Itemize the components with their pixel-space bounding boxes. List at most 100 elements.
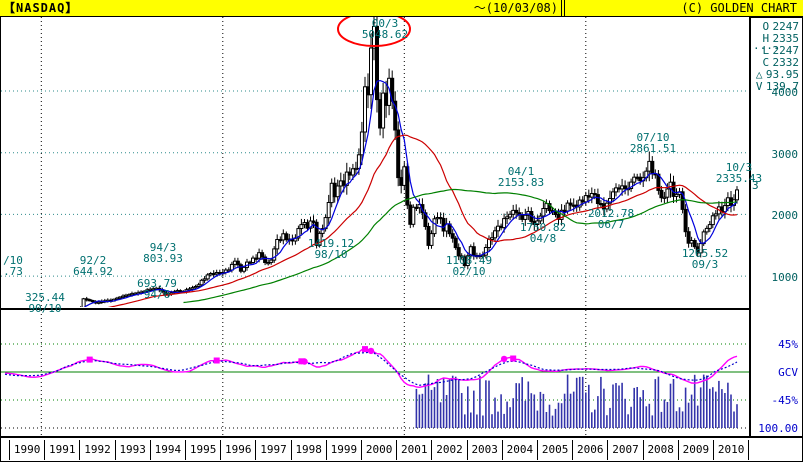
annotation-low-1994: 693.79 94/6 xyxy=(126,278,188,300)
annotation-low-2006: 2012.78 06/7 xyxy=(580,208,642,230)
annotation-value: 1750.82 xyxy=(519,221,567,234)
quote-value: 93.95 xyxy=(765,68,799,81)
quote-row-O: O 2247 xyxy=(763,21,800,32)
annotation-date: 10/3 xyxy=(725,161,753,174)
annotation-value: 803.93 xyxy=(143,252,183,265)
year-cell-2006: 2006 xyxy=(573,440,609,460)
annotation-high-2004: 04/1 2153.83 xyxy=(490,166,552,188)
indicator-chart-panel[interactable] xyxy=(0,309,750,437)
annotation-low-1990: 325.44 90/10 xyxy=(14,292,76,314)
price-plot xyxy=(1,17,749,307)
indicator-tick-GCV: GCV xyxy=(778,366,798,379)
symbol-label: 【NASDAQ】 xyxy=(3,1,79,15)
annotation-value: 693.79 xyxy=(137,277,177,290)
year-cell-1994: 1994 xyxy=(151,440,186,460)
year-cell-1990: 1990 xyxy=(10,440,46,460)
year-cell-1992: 1992 xyxy=(80,440,116,460)
vendor-label: (C) GOLDEN CHART xyxy=(681,1,797,15)
annotation-date: 94/3 xyxy=(149,241,177,254)
annotation-last-2010: 10/3 2335.43 xyxy=(708,162,770,184)
annotation-date: 00/3 xyxy=(371,17,399,30)
quote-row-L: L 2247 xyxy=(763,45,800,56)
indicator-tick--45pct: -45% xyxy=(771,394,799,407)
title-bar: 【NASDAQ】 ～(10/03/08) (C) GOLDEN CHART xyxy=(0,0,803,17)
quote-value: 2247 xyxy=(772,44,800,57)
year-cell-2003: 2003 xyxy=(468,440,503,460)
annotation-low-2002: 1108.49 02/10 xyxy=(438,255,500,277)
year-cell-1991: 1991 xyxy=(45,440,81,460)
price-tick-1000: 1000 xyxy=(771,271,799,285)
indicator-tick-45pct: 45% xyxy=(778,338,798,351)
annotation-peak-2000: 00/3 5048.62 xyxy=(346,18,424,40)
annotation-low-2004: 1750.82 04/8 xyxy=(512,222,574,244)
annotation-value: 2153.83 xyxy=(497,176,545,189)
year-cell-trailing xyxy=(749,440,803,460)
quote-key: L xyxy=(762,44,770,57)
annotation-high-1992: 92/2 644.92 xyxy=(62,255,124,277)
annotation-date: 06/7 xyxy=(597,218,625,231)
quote-value: 2247 xyxy=(772,20,800,33)
annotation-date: 09/3 xyxy=(691,258,719,271)
year-cell-2009: 2009 xyxy=(679,440,714,460)
quote-key: V xyxy=(755,80,763,93)
quote-value: 2335 xyxy=(772,32,800,45)
annotation-value: 325.44 xyxy=(25,291,65,304)
price-chart-panel[interactable] xyxy=(0,17,750,309)
annotation-date: 07/10 xyxy=(636,131,670,144)
titlebar-divider xyxy=(561,0,565,16)
quote-key: △ xyxy=(755,68,763,81)
annotation-value: 1419.12 xyxy=(307,237,355,250)
annotation-date: 04/1 xyxy=(507,165,535,178)
x-axis-panel xyxy=(0,437,803,462)
annotation-low-1989: /10.73 xyxy=(0,255,28,277)
panel-dots: .... xyxy=(753,39,780,52)
annotation-date: 04/8 xyxy=(529,232,557,245)
price-tick-2000: 2000 xyxy=(771,209,799,223)
year-cell-2008: 2008 xyxy=(644,440,679,460)
quote-value: 2332 xyxy=(772,56,800,69)
annotation-date: 98/10 xyxy=(314,248,348,261)
quote-key: O xyxy=(762,20,770,33)
year-label-row: 1990 1991 1992 1993 1994 1995 1996 1997 1998 1999… xyxy=(0,438,803,462)
year-cell-1997: 1997 xyxy=(256,440,292,460)
year-cell-1998: 1998 xyxy=(292,440,327,460)
annotation-date: 94/6 xyxy=(143,288,171,301)
annotation-value: 2335.43 xyxy=(715,172,763,185)
annotation-date: 90/10 xyxy=(28,302,62,315)
annotation-low-2009: 1265.52 09/3 xyxy=(674,248,736,270)
indicator-plot xyxy=(1,310,749,436)
year-cell-2005: 2005 xyxy=(538,440,574,460)
quote-key: H xyxy=(762,32,770,45)
date-range-label: ～(10/03/08) xyxy=(473,1,558,15)
indicator-tick-10000: 100.00 xyxy=(758,422,798,435)
annotation-value: 2012.78 xyxy=(587,207,635,220)
year-cell-1995: 1995 xyxy=(186,440,222,460)
annotation-date: 02/10 xyxy=(452,265,486,278)
year-cell-2007: 2007 xyxy=(608,440,644,460)
year-cell-1999: 1999 xyxy=(327,440,362,460)
year-cell-1993: 1993 xyxy=(116,440,151,460)
price-tick-4000: 4000 xyxy=(771,86,799,100)
year-cell-partial xyxy=(0,440,10,460)
price-tick-3000: 3000 xyxy=(771,147,799,161)
quote-value: 139.7 xyxy=(765,80,799,93)
year-cell-2000: 2000 xyxy=(362,440,398,460)
year-cell-2002: 2002 xyxy=(432,440,468,460)
annotation-date: 92/2 xyxy=(79,254,107,267)
quote-row-change: △ 93.95 xyxy=(756,69,799,80)
annotation-value: .73 xyxy=(3,265,23,278)
annotation-mid-1998: 1419.12 98/10 xyxy=(300,238,362,260)
year-cell-2010: 2010 xyxy=(714,440,750,460)
annotation-high-2007: 07/10 2861.51 xyxy=(622,132,684,154)
year-cell-2001: 2001 xyxy=(397,440,433,460)
annotation-value: 2861.51 xyxy=(629,142,677,155)
annotation-high-1994: 94/3 803.93 xyxy=(132,242,194,264)
price-tick-fragment: 3 xyxy=(752,178,759,192)
year-cell-2004: 2004 xyxy=(503,440,538,460)
quote-row-V: V 139.7 xyxy=(756,81,799,92)
quote-row-C: C 2332 xyxy=(763,57,800,68)
quote-row-H: H 2335 xyxy=(763,33,800,44)
annotation-value: 5048.62 xyxy=(361,28,409,41)
annotation-value: 1265.52 xyxy=(681,247,729,260)
